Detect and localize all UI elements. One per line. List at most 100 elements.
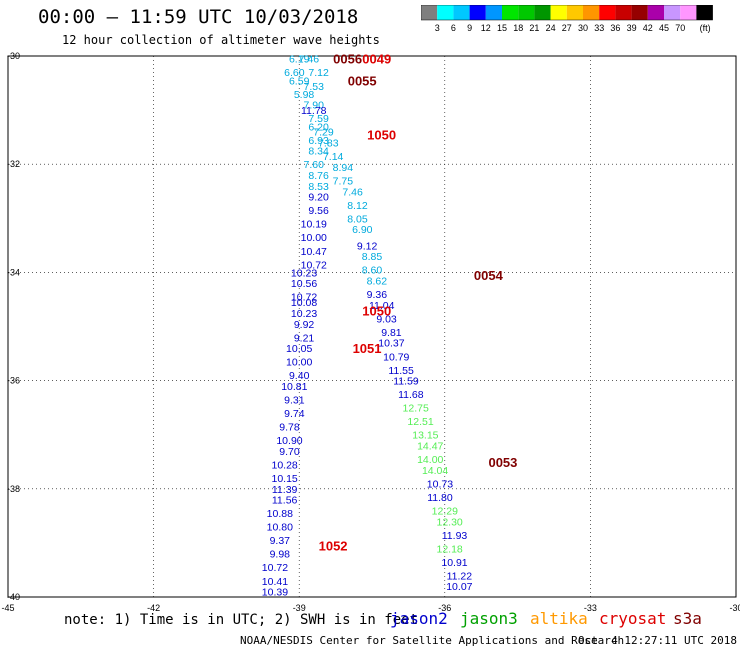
legend-swatch: [469, 5, 486, 20]
y-tick-label: -40: [7, 592, 20, 602]
wave-height-label: 10.08: [291, 297, 317, 309]
legend-swatch: [566, 5, 583, 20]
legend-tick-label: 30: [578, 23, 588, 33]
wave-height-label: 9.37: [270, 535, 291, 547]
legend-tick-label: 21: [529, 23, 539, 33]
legend-satellite-s3a: s3a: [673, 609, 702, 628]
wave-height-label: 6.20: [308, 121, 329, 133]
legend-satellite-jason3: jason3: [460, 609, 518, 628]
wave-height-label: 7.46: [342, 186, 363, 198]
legend-swatch: [696, 5, 713, 20]
pass-time-label: 0053: [488, 455, 517, 470]
legend-tick-label: 36: [610, 23, 620, 33]
color-scale-legend: 3 6 9 12 15 18 21 24 27 30 33 36 39 42 45 70 (ft): [421, 5, 713, 33]
credit-text: NOAA/NESDIS Center for Satellite Applica…: [240, 634, 625, 647]
legend-unit: (ft): [700, 23, 711, 33]
pass-time-label: 0049: [362, 52, 391, 67]
wave-height-label: 9.40: [289, 370, 310, 382]
legend-satellite-jason2: jason2: [390, 609, 448, 628]
legend-swatch: [518, 5, 535, 20]
wave-height-label: 6.60: [284, 67, 305, 79]
wave-height-label: 14.00: [417, 454, 443, 466]
wave-height-label: 7.12: [308, 67, 329, 79]
wave-height-label: 6.90: [352, 224, 373, 236]
footer-note: note: 1) Time is in UTC; 2) SWH is in fe…: [64, 612, 419, 628]
wave-height-label: 10.79: [383, 351, 409, 363]
wave-height-label: 11.04: [369, 300, 395, 312]
wave-height-label: 11.56: [272, 495, 298, 507]
wave-height-label: 9.31: [284, 395, 305, 407]
wave-height-label: 11.80: [427, 492, 453, 504]
wave-height-label: 8.62: [367, 276, 388, 288]
wave-height-label: 8.76: [308, 170, 329, 182]
legend-swatch: [534, 5, 551, 20]
pass-time-label: 1050: [362, 303, 391, 318]
x-tick-label: -42: [147, 603, 160, 613]
legend-tick-label: 70: [675, 23, 685, 33]
legend-swatch: [502, 5, 519, 20]
wave-height-label: 10.91: [441, 557, 467, 569]
wave-height-label: 12.51: [407, 416, 433, 428]
wave-height-label: 9.78: [279, 422, 300, 434]
wave-height-label: 11.55: [388, 365, 414, 377]
wave-height-label: 8.34: [308, 146, 329, 158]
timestamp-text: Oct 4 12:27:11 UTC 2018: [578, 634, 737, 647]
legend-tick-label: 15: [497, 23, 507, 33]
wave-height-label: 7.46: [299, 54, 320, 66]
x-tick-label: -36: [438, 603, 451, 613]
pass-time-label: 1050: [367, 127, 396, 142]
wave-height-label: 10.81: [281, 381, 307, 393]
legend-swatch: [664, 5, 681, 20]
wave-height-label: 7.53: [304, 81, 325, 93]
legend-tick-label: 6: [451, 23, 456, 33]
legend-swatch: [550, 5, 567, 20]
wave-height-label: 9.56: [308, 205, 329, 217]
x-tick-label: -39: [293, 603, 306, 613]
legend-swatch: [615, 5, 632, 20]
pass-time-label: 1052: [319, 539, 348, 554]
wave-height-label: 11.68: [398, 389, 424, 401]
legend-tick-label: 3: [435, 23, 440, 33]
wave-height-label: 8.05: [347, 213, 368, 225]
legend-tick-label: 33: [594, 23, 604, 33]
wave-height-label: 10.72: [262, 562, 288, 574]
wave-height-label: 6.59: [289, 75, 310, 87]
wave-height-label: 9.36: [367, 289, 388, 301]
y-tick-label: -34: [7, 267, 20, 277]
wave-height-label: 10.73: [427, 478, 453, 490]
legend-tick-label: 27: [562, 23, 572, 33]
pass-time-label: 1051: [353, 341, 382, 356]
wave-height-label: 12.75: [403, 403, 429, 415]
legend-tick-label: 9: [467, 23, 472, 33]
y-tick-label: -36: [7, 376, 20, 386]
wave-height-label: 10.88: [267, 508, 293, 520]
wave-height-label: 10.39: [262, 587, 288, 599]
y-tick-label: -38: [7, 484, 20, 494]
wave-height-label: 9.74: [284, 408, 305, 420]
wave-height-label: 12.30: [437, 516, 463, 528]
wave-height-label: 9.98: [270, 549, 291, 561]
legend-tick-label: 45: [659, 23, 669, 33]
wave-height-label: 7.14: [323, 151, 344, 163]
legend-tick-label: 42: [643, 23, 653, 33]
y-tick-label: -32: [7, 159, 20, 169]
wave-height-label: 10.90: [276, 435, 302, 447]
pass-time-label: 0056: [333, 52, 362, 67]
wave-height-label: 9.20: [308, 192, 329, 204]
legend-satellite-altika: altika: [530, 609, 588, 628]
wave-height-label: 10.07: [446, 581, 472, 593]
legend-swatch: [437, 5, 454, 20]
wave-height-label: 5.98: [294, 89, 315, 101]
wave-height-label: 10.72: [291, 292, 317, 304]
wave-height-label: 14.47: [417, 441, 443, 453]
wave-height-label: 7.83: [318, 138, 339, 150]
wave-height-label: 11.59: [393, 376, 419, 388]
wave-height-label: 13.15: [412, 430, 438, 442]
plot-frame: [7, 55, 737, 598]
wave-height-label: 8.53: [308, 181, 329, 193]
pass-time-label: 0054: [474, 268, 504, 283]
wave-height-label: 7.59: [308, 113, 329, 125]
wave-height-label: 7.29: [313, 127, 334, 139]
wave-height-label: 10.47: [301, 246, 327, 258]
